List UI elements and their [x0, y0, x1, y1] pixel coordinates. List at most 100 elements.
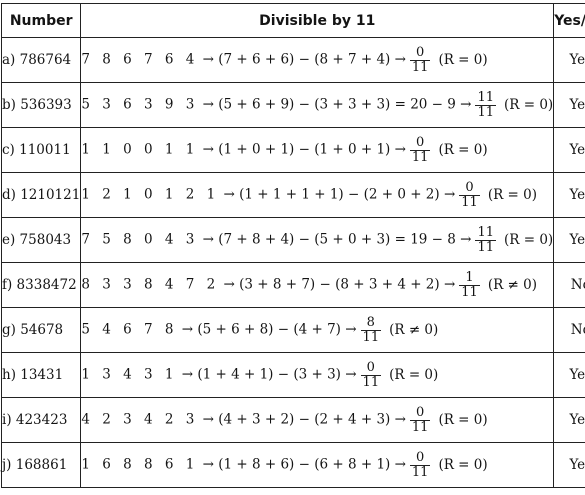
table-row: j) 168861 1 6 8 8 6 1 → (1 + 8 + 6) − (6 … — [0, 442, 585, 488]
fraction: 11 11 — [475, 89, 497, 120]
fraction-denominator: 11 — [411, 149, 429, 165]
number-cell: g) 54678 — [0, 307, 82, 353]
fraction: 0 11 — [409, 136, 431, 165]
number-cell: i) 423423 — [0, 397, 82, 443]
number-cell: e) 758043 — [0, 217, 82, 263]
fraction-numerator: 0 — [409, 46, 431, 61]
number-cell: d) 1210121 — [0, 172, 82, 218]
fraction-numerator: 8 — [360, 316, 382, 331]
answer-cell: Yes — [553, 127, 585, 173]
fraction-numerator: 11 — [475, 89, 497, 106]
answer-cell: Yes — [553, 397, 585, 443]
fraction: 0 11 — [360, 361, 382, 390]
fraction-denominator: 11 — [477, 239, 495, 255]
header-number: Number — [0, 3, 82, 38]
table-row: f) 8338472 8 3 3 8 4 7 2 → (3 + 8 + 7) − … — [0, 262, 585, 308]
answer-cell: Yes — [553, 217, 585, 263]
expression: → (1 + 0 + 1) − (1 + 0 + 1) → — [202, 141, 406, 158]
remainder: (R = 0) — [504, 231, 554, 248]
fraction: 0 11 — [459, 181, 480, 209]
remainder: (R = 0) — [389, 366, 439, 383]
table-row: c) 110011 1 1 0 0 1 1 → (1 + 0 + 1) − (1 … — [0, 127, 585, 173]
remainder: (R ≠ 0) — [389, 321, 439, 338]
fraction-denominator: 11 — [362, 374, 380, 390]
answer-cell: Yes — [553, 37, 585, 83]
answer-cell: Yes — [553, 172, 585, 218]
fraction: 0 11 — [409, 46, 431, 75]
fraction-numerator: 0 — [360, 361, 382, 376]
calculation-cell: 1 1 0 0 1 1 → (1 + 0 + 1) − (1 + 0 + 1) … — [80, 127, 555, 173]
header-row: Number Divisible by 11 Yes/No — [0, 3, 585, 38]
fraction-denominator: 11 — [461, 194, 478, 210]
table-row: g) 54678 5 4 6 7 8 → (5 + 6 + 8) − (4 + 7… — [0, 307, 585, 353]
fraction: 8 11 — [360, 316, 382, 345]
fraction-numerator: 0 — [409, 451, 431, 466]
table-row: e) 758043 7 5 8 0 4 3 → (7 + 8 + 4) − (5 … — [0, 217, 585, 263]
remainder: (R = 0) — [487, 186, 537, 203]
remainder: (R = 0) — [438, 51, 488, 68]
digits: 1 3 4 3 1 — [81, 366, 178, 383]
expression: → (1 + 4 + 1) − (3 + 3) → — [181, 366, 357, 383]
remainder: (R = 0) — [504, 96, 554, 113]
digits: 5 3 6 3 9 3 — [81, 96, 199, 113]
fraction-denominator: 11 — [411, 419, 429, 435]
answer-cell: Yes — [553, 442, 585, 488]
answer-cell: No — [553, 307, 585, 353]
answer-cell: Yes — [553, 352, 585, 398]
header-yesno: Yes/No — [553, 3, 585, 38]
table-row: i) 423423 4 2 3 4 2 3 → (4 + 3 + 2) − (2 … — [0, 397, 585, 443]
fraction-numerator: 0 — [409, 136, 431, 151]
remainder: (R = 0) — [438, 141, 488, 158]
digits: 1 1 0 0 1 1 — [81, 141, 199, 158]
fraction-numerator: 0 — [459, 181, 480, 196]
remainder: (R = 0) — [438, 456, 488, 473]
digits: 1 2 1 0 1 2 1 — [81, 186, 220, 203]
expression: → (7 + 6 + 6) − (8 + 7 + 4) → — [202, 51, 406, 68]
fraction-numerator: 1 — [459, 271, 480, 286]
expression: → (7 + 8 + 4) − (5 + 0 + 3) = 19 − 8 → — [202, 231, 472, 248]
number-cell: a) 786764 — [0, 37, 82, 83]
fraction-denominator: 11 — [411, 59, 429, 75]
digits: 8 3 3 8 4 7 2 — [81, 276, 220, 293]
divisibility-table: Number Divisible by 11 Yes/No a) 7867647… — [0, 3, 585, 488]
fraction: 0 11 — [409, 406, 431, 435]
calculation-cell: 5 3 6 3 9 3 → (5 + 6 + 9) − (3 + 3 + 3) … — [80, 82, 555, 128]
expression: → (5 + 6 + 9) − (3 + 3 + 3) = 20 − 9 → — [202, 96, 472, 113]
fraction: 0 11 — [409, 451, 431, 480]
calculation-cell: 8 3 3 8 4 7 2 → (3 + 8 + 7) − (8 + 3 + 4… — [80, 262, 555, 308]
number-cell: j) 168861 — [0, 442, 82, 488]
answer-cell: Yes — [553, 82, 585, 128]
table-row: b) 536393 5 3 6 3 9 3 → (5 + 6 + 9) − (3 … — [0, 82, 585, 128]
calculation-cell: 1 3 4 3 1 → (1 + 4 + 1) − (3 + 3) → 0 11 (R… — [80, 352, 555, 398]
calculation-cell: 7 5 8 0 4 3 → (7 + 8 + 4) − (5 + 0 + 3) … — [80, 217, 555, 263]
expression: → (1 + 8 + 6) − (6 + 8 + 1) → — [202, 456, 406, 473]
remainder: (R = 0) — [438, 411, 488, 428]
digits: 7 5 8 0 4 3 — [81, 231, 199, 248]
digits: 4 2 3 4 2 3 — [81, 411, 199, 428]
calculation-cell: 7 8 6 7 6 4 → (7 + 6 + 6) − (8 + 7 + 4) … — [80, 37, 555, 83]
fraction: 11 11 — [475, 226, 497, 255]
digits: 5 4 6 7 8 — [81, 321, 178, 338]
fraction-denominator: 11 — [362, 329, 380, 345]
expression: → (4 + 3 + 2) − (2 + 4 + 3) → — [202, 411, 406, 428]
digits: 1 6 8 8 6 1 — [81, 456, 199, 473]
fraction: 1 11 — [459, 271, 480, 299]
digits: 7 8 6 7 6 4 — [81, 51, 199, 68]
fraction-numerator: 0 — [409, 406, 431, 421]
fraction-denominator: 11 — [477, 104, 495, 120]
fraction-denominator: 11 — [461, 284, 478, 300]
expression: → (3 + 8 + 7) − (8 + 3 + 4 + 2) → — [223, 276, 456, 293]
number-cell: f) 8338472 — [0, 262, 82, 308]
calculation-cell: 1 2 1 0 1 2 1 → (1 + 1 + 1 + 1) − (2 + 0… — [80, 172, 555, 218]
table-row: h) 13431 1 3 4 3 1 → (1 + 4 + 1) − (3 + 3… — [0, 352, 585, 398]
number-cell: c) 110011 — [0, 127, 82, 173]
table-row: a) 786764 7 8 6 7 6 4 → (7 + 6 + 6) − (8 … — [0, 37, 585, 83]
number-cell: h) 13431 — [0, 352, 82, 398]
fraction-denominator: 11 — [411, 464, 429, 480]
remainder: (R ≠ 0) — [487, 276, 537, 293]
calculation-cell: 4 2 3 4 2 3 → (4 + 3 + 2) − (2 + 4 + 3) … — [80, 397, 555, 443]
expression: → (1 + 1 + 1 + 1) − (2 + 0 + 2) → — [223, 186, 456, 203]
answer-cell: No — [553, 262, 585, 308]
expression: → (5 + 6 + 8) − (4 + 7) → — [181, 321, 357, 338]
header-divisible: Divisible by 11 — [80, 3, 555, 38]
